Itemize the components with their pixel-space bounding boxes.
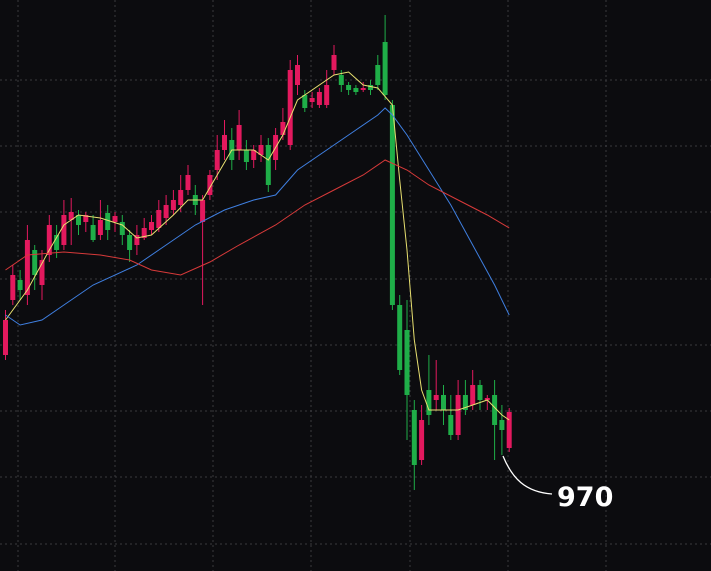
candle-body	[360, 88, 366, 90]
candle-body	[32, 250, 38, 275]
candle-body	[178, 190, 184, 205]
candle-body	[119, 222, 125, 235]
candle-body	[200, 200, 206, 222]
candle-body	[375, 65, 381, 85]
candle-body	[127, 235, 133, 250]
candle-body	[105, 213, 111, 230]
candle-body	[346, 85, 352, 90]
candle-body	[441, 395, 446, 410]
candle-body	[499, 420, 505, 430]
candle-body	[324, 85, 330, 105]
candle-body	[112, 216, 118, 222]
candle-body	[207, 175, 213, 195]
candle-body	[316, 92, 322, 105]
annotation-curve	[502, 455, 553, 495]
candle-body	[382, 42, 388, 95]
candle-body	[426, 390, 432, 415]
candle-body	[163, 205, 169, 218]
candle-body	[236, 125, 242, 150]
candle-body	[411, 410, 417, 465]
candle-body	[265, 145, 271, 185]
candle-body	[397, 305, 403, 370]
annotation: 970	[557, 482, 613, 513]
candle-body	[214, 150, 220, 170]
candle-body	[302, 95, 308, 108]
candle-body	[222, 135, 227, 150]
candle-body	[134, 235, 140, 245]
candle-body	[3, 320, 8, 355]
candle-body	[156, 210, 162, 228]
candle-body	[83, 215, 89, 222]
candle-body	[455, 395, 461, 435]
candle-body	[76, 215, 81, 225]
candle-body	[368, 85, 373, 90]
candle-body	[338, 75, 344, 85]
moving-average-line	[5, 159, 510, 276]
moving-average-line	[5, 107, 510, 326]
candle-body	[17, 280, 23, 290]
candle-body	[170, 200, 176, 210]
candle-body	[97, 220, 103, 235]
candle-body	[287, 70, 293, 145]
candle-body	[309, 98, 315, 102]
candle-body	[24, 240, 30, 295]
candle-body	[462, 395, 468, 410]
candle-body	[404, 330, 410, 395]
candle-body	[251, 150, 257, 160]
candle-body	[389, 105, 395, 305]
candle-body	[68, 212, 74, 220]
candle-body	[90, 225, 96, 240]
candle-body	[419, 420, 425, 460]
candle-body	[39, 260, 45, 285]
candle-body	[433, 395, 439, 400]
candle-body	[10, 275, 16, 300]
candle-body	[61, 215, 67, 245]
candle-body	[280, 122, 286, 135]
candle-body	[484, 398, 490, 400]
candle-body	[470, 385, 476, 405]
candle-body	[353, 88, 359, 92]
candle-body	[243, 150, 249, 162]
candle-body	[448, 415, 454, 435]
candle-body	[46, 225, 52, 255]
candle-body	[185, 175, 191, 190]
candle-body	[295, 65, 300, 85]
candle-body	[54, 235, 60, 250]
candle-body	[141, 228, 147, 238]
candle-body	[331, 55, 337, 70]
candle-body	[149, 222, 154, 230]
moving-average-line	[5, 71, 510, 421]
candle-body	[258, 145, 264, 155]
candle-body	[506, 412, 512, 448]
candle-body	[492, 395, 498, 425]
candle-body	[477, 385, 483, 400]
